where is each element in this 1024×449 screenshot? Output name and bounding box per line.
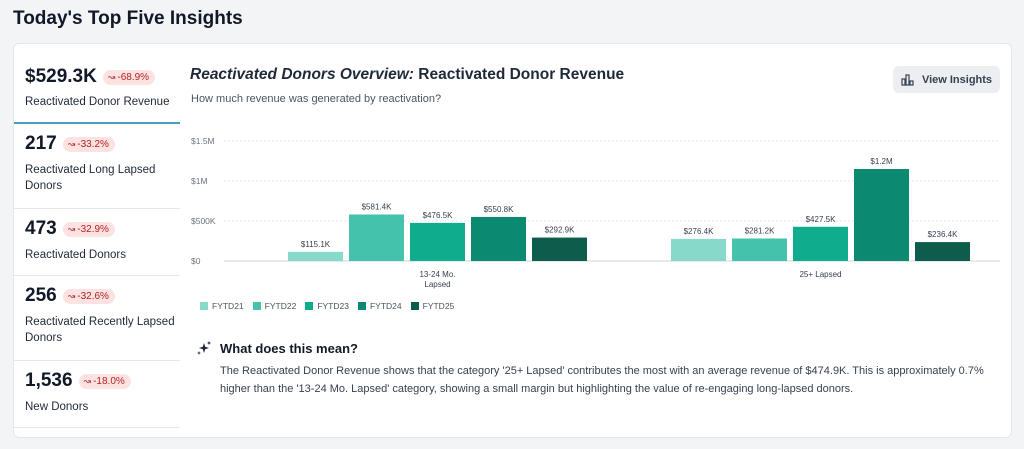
change-value: -33.2% xyxy=(77,138,109,150)
metric-reactivated-donors[interactable]: 473 ↝ -32.9% Reactivated Donors xyxy=(14,209,180,276)
bar-fytd21 xyxy=(288,251,343,261)
change-value: -32.6% xyxy=(77,290,109,302)
metric-reactivated-recently-lapsed-donors[interactable]: 256 ↝ -32.6% Reactivated Recently Lapsed … xyxy=(14,276,180,361)
legend-item-fytd24[interactable]: FYTD24 xyxy=(357,301,402,311)
insights-card: $529.3K ↝ -68.9% Reactivated Donor Revenu… xyxy=(13,43,1012,438)
bar-fytd22 xyxy=(732,238,787,261)
bar-fytd25 xyxy=(915,242,970,261)
explanation-body: The Reactivated Donor Revenue shows that… xyxy=(220,365,984,395)
x-tick-label: Lapsed xyxy=(424,280,450,289)
change-badge: ↝ -18.0% xyxy=(78,373,131,389)
metric-reactivated-long-lapsed-donors[interactable]: 217 ↝ -33.2% Reactivated Long Lapsed Dono… xyxy=(14,124,180,209)
y-tick-label: $1.5M xyxy=(191,136,215,146)
trend-down-icon: ↝ xyxy=(83,375,92,386)
data-label: $1.2M xyxy=(870,157,893,166)
metric-value: 217 xyxy=(25,133,57,154)
metric-label: New Donors xyxy=(25,401,89,413)
trend-down-icon: ↝ xyxy=(67,223,76,234)
legend-swatch xyxy=(200,302,208,310)
legend-item-fytd25[interactable]: FYTD25 xyxy=(410,301,455,311)
bar-fytd24 xyxy=(471,216,526,261)
view-insights-button[interactable]: View Insights xyxy=(893,66,1000,93)
metric-value: 473 xyxy=(25,218,57,239)
explanation-title: What does this mean? xyxy=(220,341,358,356)
legend-label: FYTD22 xyxy=(264,301,297,311)
data-label: $292.9K xyxy=(545,226,575,235)
metric-label: Reactivated Donor Revenue xyxy=(25,96,170,108)
change-value: -18.0% xyxy=(93,375,125,387)
chart-legend: FYTD21 FYTD22 FYTD23 FYTD24 FYTD25 xyxy=(200,301,463,311)
data-label: $115.1K xyxy=(301,240,331,249)
y-tick-label: $1M xyxy=(191,176,208,186)
page-title: Today's Top Five Insights xyxy=(13,8,243,29)
bar-chart-icon xyxy=(901,73,914,86)
data-label: $550.8K xyxy=(484,205,514,214)
legend-swatch xyxy=(305,302,314,310)
metric-new-donors[interactable]: 1,536 ↝ -18.0% New Donors xyxy=(14,361,180,428)
y-tick-label: $500K xyxy=(191,216,216,226)
bar-fytd23 xyxy=(410,222,465,261)
sparkle-icon xyxy=(197,341,211,355)
data-label: $236.4K xyxy=(928,230,958,239)
bar-fytd25 xyxy=(532,237,587,261)
view-insights-label: View Insights xyxy=(921,73,993,86)
data-label: $476.5K xyxy=(423,211,453,220)
insight-detail: Reactivated Donors Overview: Reactivated… xyxy=(190,44,1011,437)
bar-fytd22 xyxy=(349,214,404,261)
change-badge: ↝ -32.9% xyxy=(62,221,115,237)
metrics-sidebar: $529.3K ↝ -68.9% Reactivated Donor Revenu… xyxy=(14,44,180,437)
metric-label: Reactivated Donors xyxy=(25,249,126,261)
x-tick-label: 25+ Lapsed xyxy=(799,270,841,279)
data-label: $281.2K xyxy=(745,227,775,236)
trend-down-icon: ↝ xyxy=(67,290,76,301)
change-badge: ↝ -32.6% xyxy=(62,288,115,304)
metric-value: $529.3K xyxy=(25,66,97,87)
metric-value: 256 xyxy=(25,285,57,306)
legend-item-fytd23[interactable]: FYTD23 xyxy=(305,301,349,311)
legend-label: FYTD24 xyxy=(369,301,402,311)
chart-title-metric: Reactivated Donor Revenue xyxy=(413,66,625,83)
metric-reactivated-donor-revenue[interactable]: $529.3K ↝ -68.9% Reactivated Donor Revenu… xyxy=(14,44,180,124)
metric-value: 1,536 xyxy=(25,370,73,391)
x-tick-label: 13-24 Mo. xyxy=(419,270,455,279)
bar-fytd21 xyxy=(671,238,726,261)
change-badge: ↝ -33.2% xyxy=(62,136,115,152)
legend-swatch xyxy=(410,302,419,310)
metric-label: Reactivated Long Lapsed Donors xyxy=(25,164,156,192)
data-label: $276.4K xyxy=(684,227,714,236)
change-badge: ↝ -68.9% xyxy=(102,69,156,85)
y-tick-label: $0 xyxy=(191,256,201,266)
data-label: $581.4K xyxy=(362,202,392,211)
chart-title: Reactivated Donors Overview: Reactivated… xyxy=(190,66,624,84)
data-label: $427.5K xyxy=(806,215,836,224)
trend-down-icon: ↝ xyxy=(67,138,76,149)
legend-swatch xyxy=(357,302,366,310)
legend-label: FYTD23 xyxy=(317,301,349,311)
change-value: -32.9% xyxy=(77,223,109,235)
bar-fytd24 xyxy=(854,169,909,261)
change-value: -68.9% xyxy=(117,71,150,83)
legend-swatch xyxy=(252,302,261,310)
metric-label: Reactivated Recently Lapsed Donors xyxy=(25,316,175,344)
legend-label: FYTD25 xyxy=(422,301,455,311)
revenue-bar-chart: $0 $500K $1M $1.5M $115.1K $581.4K $476.5K $550… xyxy=(191,136,1000,289)
bar-fytd23 xyxy=(793,226,848,261)
chart-subtitle: How much revenue was generated by reacti… xyxy=(191,93,442,105)
legend-item-fytd22[interactable]: FYTD22 xyxy=(252,301,297,311)
legend-item-fytd21[interactable]: FYTD21 xyxy=(200,301,244,311)
chart-title-prefix: Reactivated Donors Overview: xyxy=(190,66,414,83)
legend-label: FYTD21 xyxy=(212,301,244,311)
trend-down-icon: ↝ xyxy=(107,71,116,82)
